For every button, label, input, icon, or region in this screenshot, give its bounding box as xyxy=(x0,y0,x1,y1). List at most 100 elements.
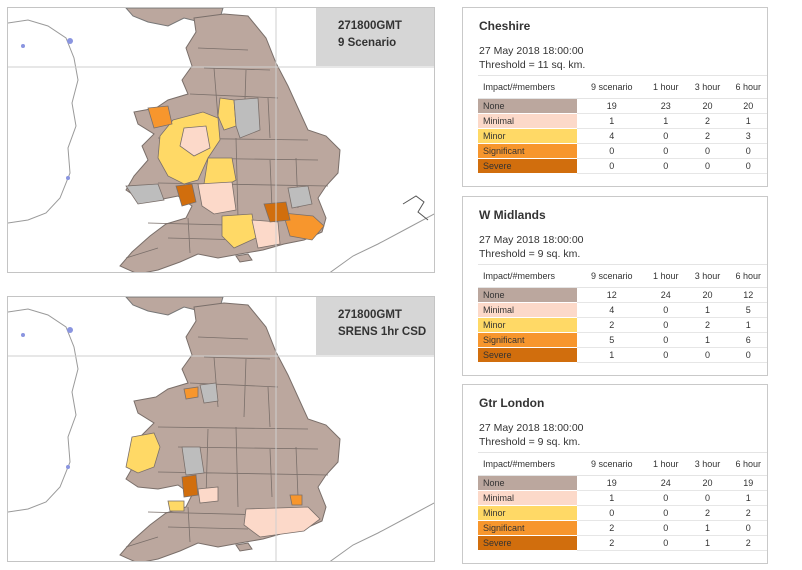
england-wales-map xyxy=(8,8,434,272)
region-severe xyxy=(181,474,199,498)
table-cell: 5 xyxy=(729,302,767,318)
impact-category: None xyxy=(478,475,578,491)
table-cell: 1 xyxy=(685,332,730,348)
table-header-row: Impact/#members 9 scenario 1 hour 3 hour… xyxy=(478,75,767,99)
table-cell: 1 xyxy=(685,302,730,318)
england-wales-map xyxy=(8,297,434,561)
continent-coastline xyxy=(329,213,434,272)
table-cell: 0 xyxy=(646,302,686,318)
table-cell: 19 xyxy=(577,475,647,491)
column-header: Impact/#members xyxy=(478,452,578,476)
impact-table: Impact/#members 9 scenario 1 hour 3 hour… xyxy=(478,264,767,363)
table-cell: 1 xyxy=(729,490,767,506)
card-date: 27 May 2018 18:00:00 xyxy=(479,45,584,57)
column-header: 1 hour xyxy=(646,452,686,476)
table-cell: 2 xyxy=(685,317,730,333)
table-row: Severe 1 0 0 0 xyxy=(478,347,767,363)
column-header: 9 scenario xyxy=(577,452,647,476)
impact-table: Impact/#members 9 scenario 1 hour 3 hour… xyxy=(478,75,767,174)
table-row: Significant 5 0 1 6 xyxy=(478,332,767,348)
lake-mark xyxy=(66,176,70,180)
map-timestamp-label: 271800GMT 9 Scenario xyxy=(316,8,434,66)
table-cell: 4 xyxy=(577,302,647,318)
card-threshold: Threshold = 9 sq. km. xyxy=(479,248,581,260)
column-header: Impact/#members xyxy=(478,75,578,99)
table-cell: 0 xyxy=(646,332,686,348)
table-row: Severe 0 0 0 0 xyxy=(478,158,767,174)
card-date: 27 May 2018 18:00:00 xyxy=(479,422,584,434)
table-cell: 1 xyxy=(577,347,647,363)
map-panel-srens-1hr-csd: 271800GMT SRENS 1hr CSD xyxy=(7,296,435,562)
table-cell: 0 xyxy=(729,143,767,159)
region-minimal xyxy=(197,181,237,215)
lake-mark xyxy=(21,44,25,48)
table-cell: 0 xyxy=(729,347,767,363)
table-cell: 0 xyxy=(685,347,730,363)
table-cell: 1 xyxy=(685,520,730,536)
impact-category: None xyxy=(478,287,578,303)
netherlands-coast xyxy=(402,195,429,221)
table-cell: 0 xyxy=(646,347,686,363)
column-header: 9 scenario xyxy=(577,75,647,99)
region-minor xyxy=(125,432,161,474)
table-row: Significant 0 0 0 0 xyxy=(478,143,767,159)
lake-mark xyxy=(67,327,73,333)
impact-category: Severe xyxy=(478,347,578,363)
impact-category: Minimal xyxy=(478,490,578,506)
table-cell: 0 xyxy=(646,535,686,551)
table-row: Minimal 4 0 1 5 xyxy=(478,302,767,318)
table-cell: 12 xyxy=(729,287,767,303)
table-row: None 19 23 20 20 xyxy=(478,98,767,114)
table-cell: 0 xyxy=(577,158,647,174)
region-severe xyxy=(175,183,197,207)
table-cell: 0 xyxy=(646,505,686,521)
card-date: 27 May 2018 18:00:00 xyxy=(479,234,584,246)
table-row: Minor 0 0 2 2 xyxy=(478,505,767,521)
map-timestamp-label: 271800GMT SRENS 1hr CSD xyxy=(316,297,434,355)
card-title: Gtr London xyxy=(479,396,545,410)
column-header: 3 hour xyxy=(685,264,730,288)
county-borders xyxy=(125,336,329,548)
card-threshold: Threshold = 11 sq. km. xyxy=(479,59,586,71)
impact-table: Impact/#members 9 scenario 1 hour 3 hour… xyxy=(478,452,767,551)
column-header: Impact/#members xyxy=(478,264,578,288)
table-cell: 3 xyxy=(729,128,767,144)
impact-category: Significant xyxy=(478,520,578,536)
ireland-landmass xyxy=(8,19,79,224)
column-header: 3 hour xyxy=(685,452,730,476)
impact-category: Significant xyxy=(478,143,578,159)
card-threshold: Threshold = 9 sq. km. xyxy=(479,436,581,448)
table-row: Minimal 1 1 2 1 xyxy=(478,113,767,129)
table-cell: 2 xyxy=(729,505,767,521)
map-time: 271800GMT xyxy=(338,309,402,321)
isle-of-wight xyxy=(235,542,253,552)
lake-mark xyxy=(21,333,25,337)
table-cell: 0 xyxy=(646,158,686,174)
table-cell: 20 xyxy=(685,287,730,303)
table-row: Minimal 1 0 0 1 xyxy=(478,490,767,506)
table-cell: 2 xyxy=(685,113,730,129)
region-grey xyxy=(199,382,219,404)
region-minimal xyxy=(243,506,321,538)
table-cell: 2 xyxy=(685,505,730,521)
table-cell: 1 xyxy=(646,113,686,129)
region-grey xyxy=(181,446,205,476)
table-cell: 0 xyxy=(685,158,730,174)
continent-coastline xyxy=(329,502,434,561)
region-minimal xyxy=(251,219,281,249)
table-cell: 12 xyxy=(577,287,647,303)
column-header: 3 hour xyxy=(685,75,730,99)
table-cell: 2 xyxy=(685,128,730,144)
table-cell: 1 xyxy=(577,490,647,506)
lake-mark xyxy=(67,38,73,44)
column-header: 1 hour xyxy=(646,75,686,99)
region-minor xyxy=(167,500,185,512)
table-cell: 24 xyxy=(646,287,686,303)
region-card-w-midlands: W Midlands 27 May 2018 18:00:00 Threshol… xyxy=(462,196,768,376)
column-header: 6 hour xyxy=(729,75,767,99)
impact-category: Minor xyxy=(478,128,578,144)
table-cell: 0 xyxy=(646,143,686,159)
isle-of-wight xyxy=(235,253,253,263)
table-row: Significant 2 0 1 0 xyxy=(478,520,767,536)
table-cell: 0 xyxy=(577,505,647,521)
